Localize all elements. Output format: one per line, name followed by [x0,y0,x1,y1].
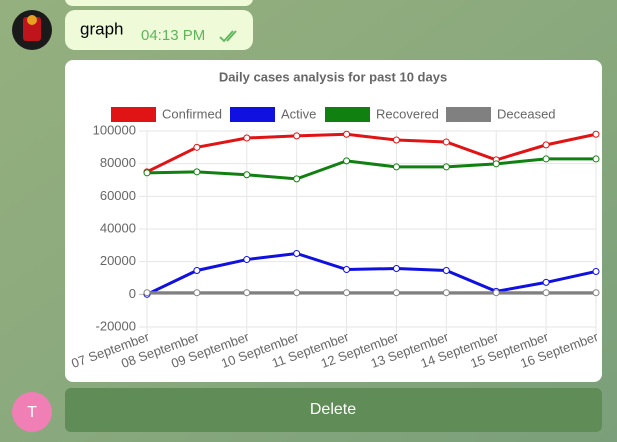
read-checks [219,30,237,43]
data-point [243,171,251,179]
legend-label: Deceased [497,106,556,121]
data-point [243,256,251,264]
series-line [146,251,597,296]
delete-button[interactable] [65,388,602,432]
data-point [343,289,351,297]
data-point [542,155,550,163]
chart-card [65,60,602,382]
data-point [592,130,600,138]
data-point [442,289,450,297]
series-line [146,157,596,181]
legend-label: Active [281,106,316,121]
y-tick-label: 60000 [100,188,136,203]
data-point [343,130,351,138]
data-point [143,289,151,297]
data-point [392,163,400,171]
message-text: graph [80,19,123,38]
y-tick-label: 100000 [93,122,136,137]
data-point [592,267,600,275]
y-tick-label: 0 [129,286,136,301]
data-point [542,278,550,286]
data-point [392,265,400,273]
data-point [343,157,351,165]
data-point [492,160,500,168]
legend-swatch [230,107,275,122]
legend-swatch [325,107,370,122]
data-point [592,155,600,163]
previous-bubble [65,0,253,6]
data-point [193,266,201,274]
data-point [193,143,201,151]
data-point [392,289,400,297]
data-point [542,289,550,297]
data-point [293,250,301,257]
legend-swatch [111,107,156,122]
y-tick-label: 40000 [100,220,136,235]
legend-label: Confirmed [162,106,222,121]
user-avatar[interactable] [12,392,52,432]
avatar-head [27,15,37,25]
data-point [392,136,400,144]
data-point [193,168,201,176]
legend-swatch [446,107,491,122]
y-tick-label: -20000 [96,318,136,333]
data-point [442,163,450,171]
data-point [293,175,301,183]
data-point [442,138,450,146]
series-line [146,132,597,174]
y-tick-label: 80000 [100,155,136,170]
data-point [193,289,201,297]
data-point [143,169,151,177]
chart: Confirmed Active Recovered Deceased -20000 0 2… [69,106,600,371]
user-avatar-letter: T [27,404,37,421]
data-point [243,289,251,297]
data-point [293,289,301,297]
data-point [243,134,251,142]
data-point [592,289,600,297]
data-point [343,266,351,274]
data-point [542,141,550,149]
message-bubble [65,10,253,50]
avatar-figure [23,17,41,41]
data-point [442,266,450,274]
chart-title: Daily cases analysis for past 10 days [219,69,447,84]
data-point [492,289,500,297]
sender-avatar[interactable] [12,10,52,50]
y-tick-label: 20000 [100,253,136,268]
message-time: 04:13 PM [141,27,205,44]
data-point [293,132,301,140]
delete-button-label: Delete [310,401,356,418]
legend-label: Recovered [376,106,439,121]
